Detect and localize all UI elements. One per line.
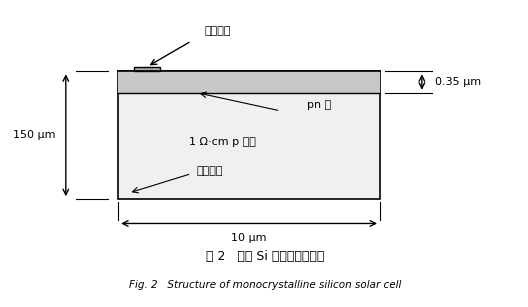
Text: Fig. 2   Structure of monocrystalline silicon solar cell: Fig. 2 Structure of monocrystalline sili… [129,280,401,290]
Text: 正面电极: 正面电极 [204,26,231,36]
Text: 150 μm: 150 μm [13,130,55,140]
Text: 反面电极: 反面电极 [197,166,223,176]
Text: pn 结: pn 结 [307,100,331,110]
Bar [118,71,380,93]
Bar [118,71,380,199]
Text: 0.35 μm: 0.35 μm [435,77,481,87]
Text: 10 μm: 10 μm [231,233,267,243]
Bar [134,67,160,71]
Text: 1 Ω·cm p 衬底: 1 Ω·cm p 衬底 [190,137,256,147]
Text: 图 2   单晶 Si 太阳能电池结构: 图 2 单晶 Si 太阳能电池结构 [205,250,324,263]
